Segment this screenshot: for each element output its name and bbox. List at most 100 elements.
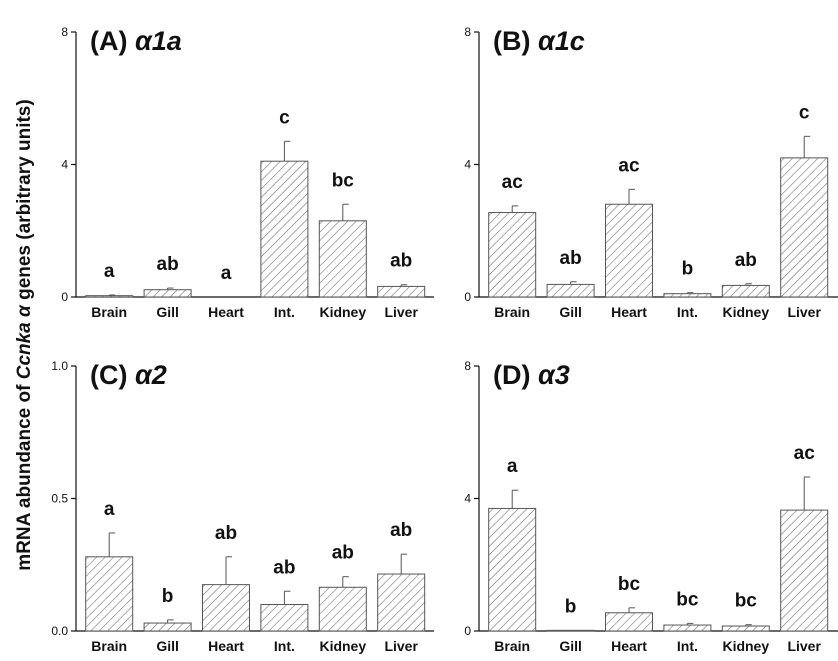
significance-label: b bbox=[682, 259, 694, 280]
significance-label: ab bbox=[560, 248, 582, 269]
y-tick-label: 8 bbox=[464, 25, 471, 39]
x-tick-label: Gill bbox=[559, 638, 582, 654]
significance-label: b bbox=[162, 586, 174, 607]
x-tick-label: Kidney bbox=[319, 638, 366, 654]
bar-heart bbox=[605, 612, 653, 632]
panel-letter: (B) bbox=[493, 26, 538, 56]
panel-title: (B) α1c bbox=[493, 26, 585, 56]
x-tick-label: Int. bbox=[274, 304, 295, 320]
x-tick-label: Kidney bbox=[722, 304, 769, 320]
chart-panel-4: 0 4 8 (D) α3 a Brain b Gill bc Heart bc Int. bc Kidne… bbox=[464, 359, 838, 654]
y-axis-label-gene: Ccnka α bbox=[14, 304, 35, 379]
y-tick-label: 8 bbox=[464, 359, 471, 373]
significance-label: c bbox=[279, 107, 290, 128]
bar-liver bbox=[377, 285, 426, 298]
significance-label: ab bbox=[273, 557, 295, 578]
significance-label: ac bbox=[502, 172, 524, 193]
y-tick-label: 8 bbox=[61, 25, 68, 39]
x-tick-label: Gill bbox=[156, 304, 179, 320]
x-tick-label: Heart bbox=[611, 304, 647, 320]
y-tick-label: 4 bbox=[61, 158, 68, 172]
x-tick-label: Liver bbox=[787, 638, 821, 654]
y-tick-label: 0 bbox=[464, 290, 471, 304]
x-tick-label: Gill bbox=[559, 304, 582, 320]
significance-label: ab bbox=[332, 543, 354, 564]
bar-liver bbox=[780, 157, 829, 298]
significance-label: bc bbox=[332, 170, 355, 191]
significance-label: a bbox=[104, 499, 115, 520]
bar-int bbox=[663, 293, 712, 298]
x-tick-label: Kidney bbox=[319, 304, 366, 320]
x-tick-label: Brain bbox=[494, 638, 530, 654]
bar-gill bbox=[143, 289, 192, 298]
significance-label: ab bbox=[215, 523, 237, 544]
bar-int bbox=[260, 160, 309, 298]
bar-heart bbox=[605, 203, 653, 298]
y-tick-label: 0 bbox=[61, 290, 68, 304]
significance-label: ab bbox=[390, 520, 412, 541]
bar-kidney bbox=[721, 284, 770, 298]
bar-kidney bbox=[318, 586, 367, 632]
bar-brain bbox=[85, 556, 134, 632]
significance-label: ab bbox=[390, 251, 412, 272]
significance-label: ac bbox=[794, 443, 816, 464]
panel-title: (C) α2 bbox=[90, 360, 167, 390]
panel-title: (A) α1a bbox=[90, 26, 182, 56]
significance-label: ab bbox=[157, 254, 179, 275]
bar-int bbox=[663, 624, 712, 632]
x-tick-label: Heart bbox=[208, 638, 244, 654]
panel-title: (D) α3 bbox=[493, 360, 570, 390]
x-tick-label: Liver bbox=[384, 304, 418, 320]
panel-gene: α2 bbox=[135, 360, 167, 390]
panel-gene: α1c bbox=[538, 26, 585, 56]
y-axis-label: mRNA abundance of Ccnka α genes (arbitra… bbox=[14, 99, 35, 570]
bar-kidney bbox=[721, 625, 770, 632]
panel-gene: α3 bbox=[538, 360, 570, 390]
panel-gene: α1a bbox=[135, 26, 182, 56]
y-tick-label: 0.0 bbox=[51, 624, 68, 638]
bar-brain bbox=[85, 295, 134, 298]
x-tick-label: Brain bbox=[91, 304, 127, 320]
y-tick-label: 1.0 bbox=[51, 359, 68, 373]
bar-gill bbox=[143, 622, 192, 632]
significance-label: bc bbox=[735, 591, 758, 612]
x-tick-label: Int. bbox=[677, 638, 698, 654]
x-tick-label: Int. bbox=[274, 638, 295, 654]
x-tick-label: Kidney bbox=[722, 638, 769, 654]
chart-panel-1: 0 4 8 (A) α1a a Brain ab Gill a Heart c Int. bc Kidne… bbox=[61, 25, 434, 320]
panel-letter: (A) bbox=[90, 26, 135, 56]
bar-heart bbox=[202, 584, 250, 632]
chart-panel-2: 0 4 8 (B) α1c ac Brain ab Gill ac Heart b Int. ab Kid… bbox=[464, 25, 838, 320]
bar-liver bbox=[780, 509, 829, 632]
significance-label: a bbox=[507, 456, 518, 477]
significance-label: a bbox=[221, 263, 232, 284]
significance-label: c bbox=[799, 102, 810, 123]
x-tick-label: Brain bbox=[494, 304, 530, 320]
x-tick-label: Heart bbox=[611, 638, 647, 654]
bar-gill bbox=[546, 283, 595, 298]
y-tick-label: 4 bbox=[464, 492, 471, 506]
x-tick-label: Heart bbox=[208, 304, 244, 320]
y-tick-label: 0 bbox=[464, 624, 471, 638]
panel-letter: (D) bbox=[493, 360, 538, 390]
significance-label: bc bbox=[618, 574, 641, 595]
significance-label: ab bbox=[735, 250, 757, 271]
bar-brain bbox=[488, 212, 537, 298]
significance-label: ac bbox=[618, 155, 640, 176]
significance-label: bc bbox=[676, 589, 699, 610]
significance-label: a bbox=[104, 261, 115, 282]
panel-letter: (C) bbox=[90, 360, 135, 390]
y-tick-label: 4 bbox=[464, 158, 471, 172]
significance-label: b bbox=[565, 596, 577, 617]
x-tick-label: Liver bbox=[787, 304, 821, 320]
bar-gill bbox=[546, 629, 595, 632]
y-tick-label: 0.5 bbox=[51, 492, 68, 506]
x-tick-label: Int. bbox=[677, 304, 698, 320]
bar-liver bbox=[377, 573, 426, 632]
x-tick-label: Gill bbox=[156, 638, 179, 654]
y-axis-label-suffix: genes (arbitrary units) bbox=[14, 99, 35, 305]
x-tick-label: Liver bbox=[384, 638, 418, 654]
y-axis-label-prefix: mRNA abundance of bbox=[14, 379, 35, 570]
bar-brain bbox=[488, 507, 537, 632]
